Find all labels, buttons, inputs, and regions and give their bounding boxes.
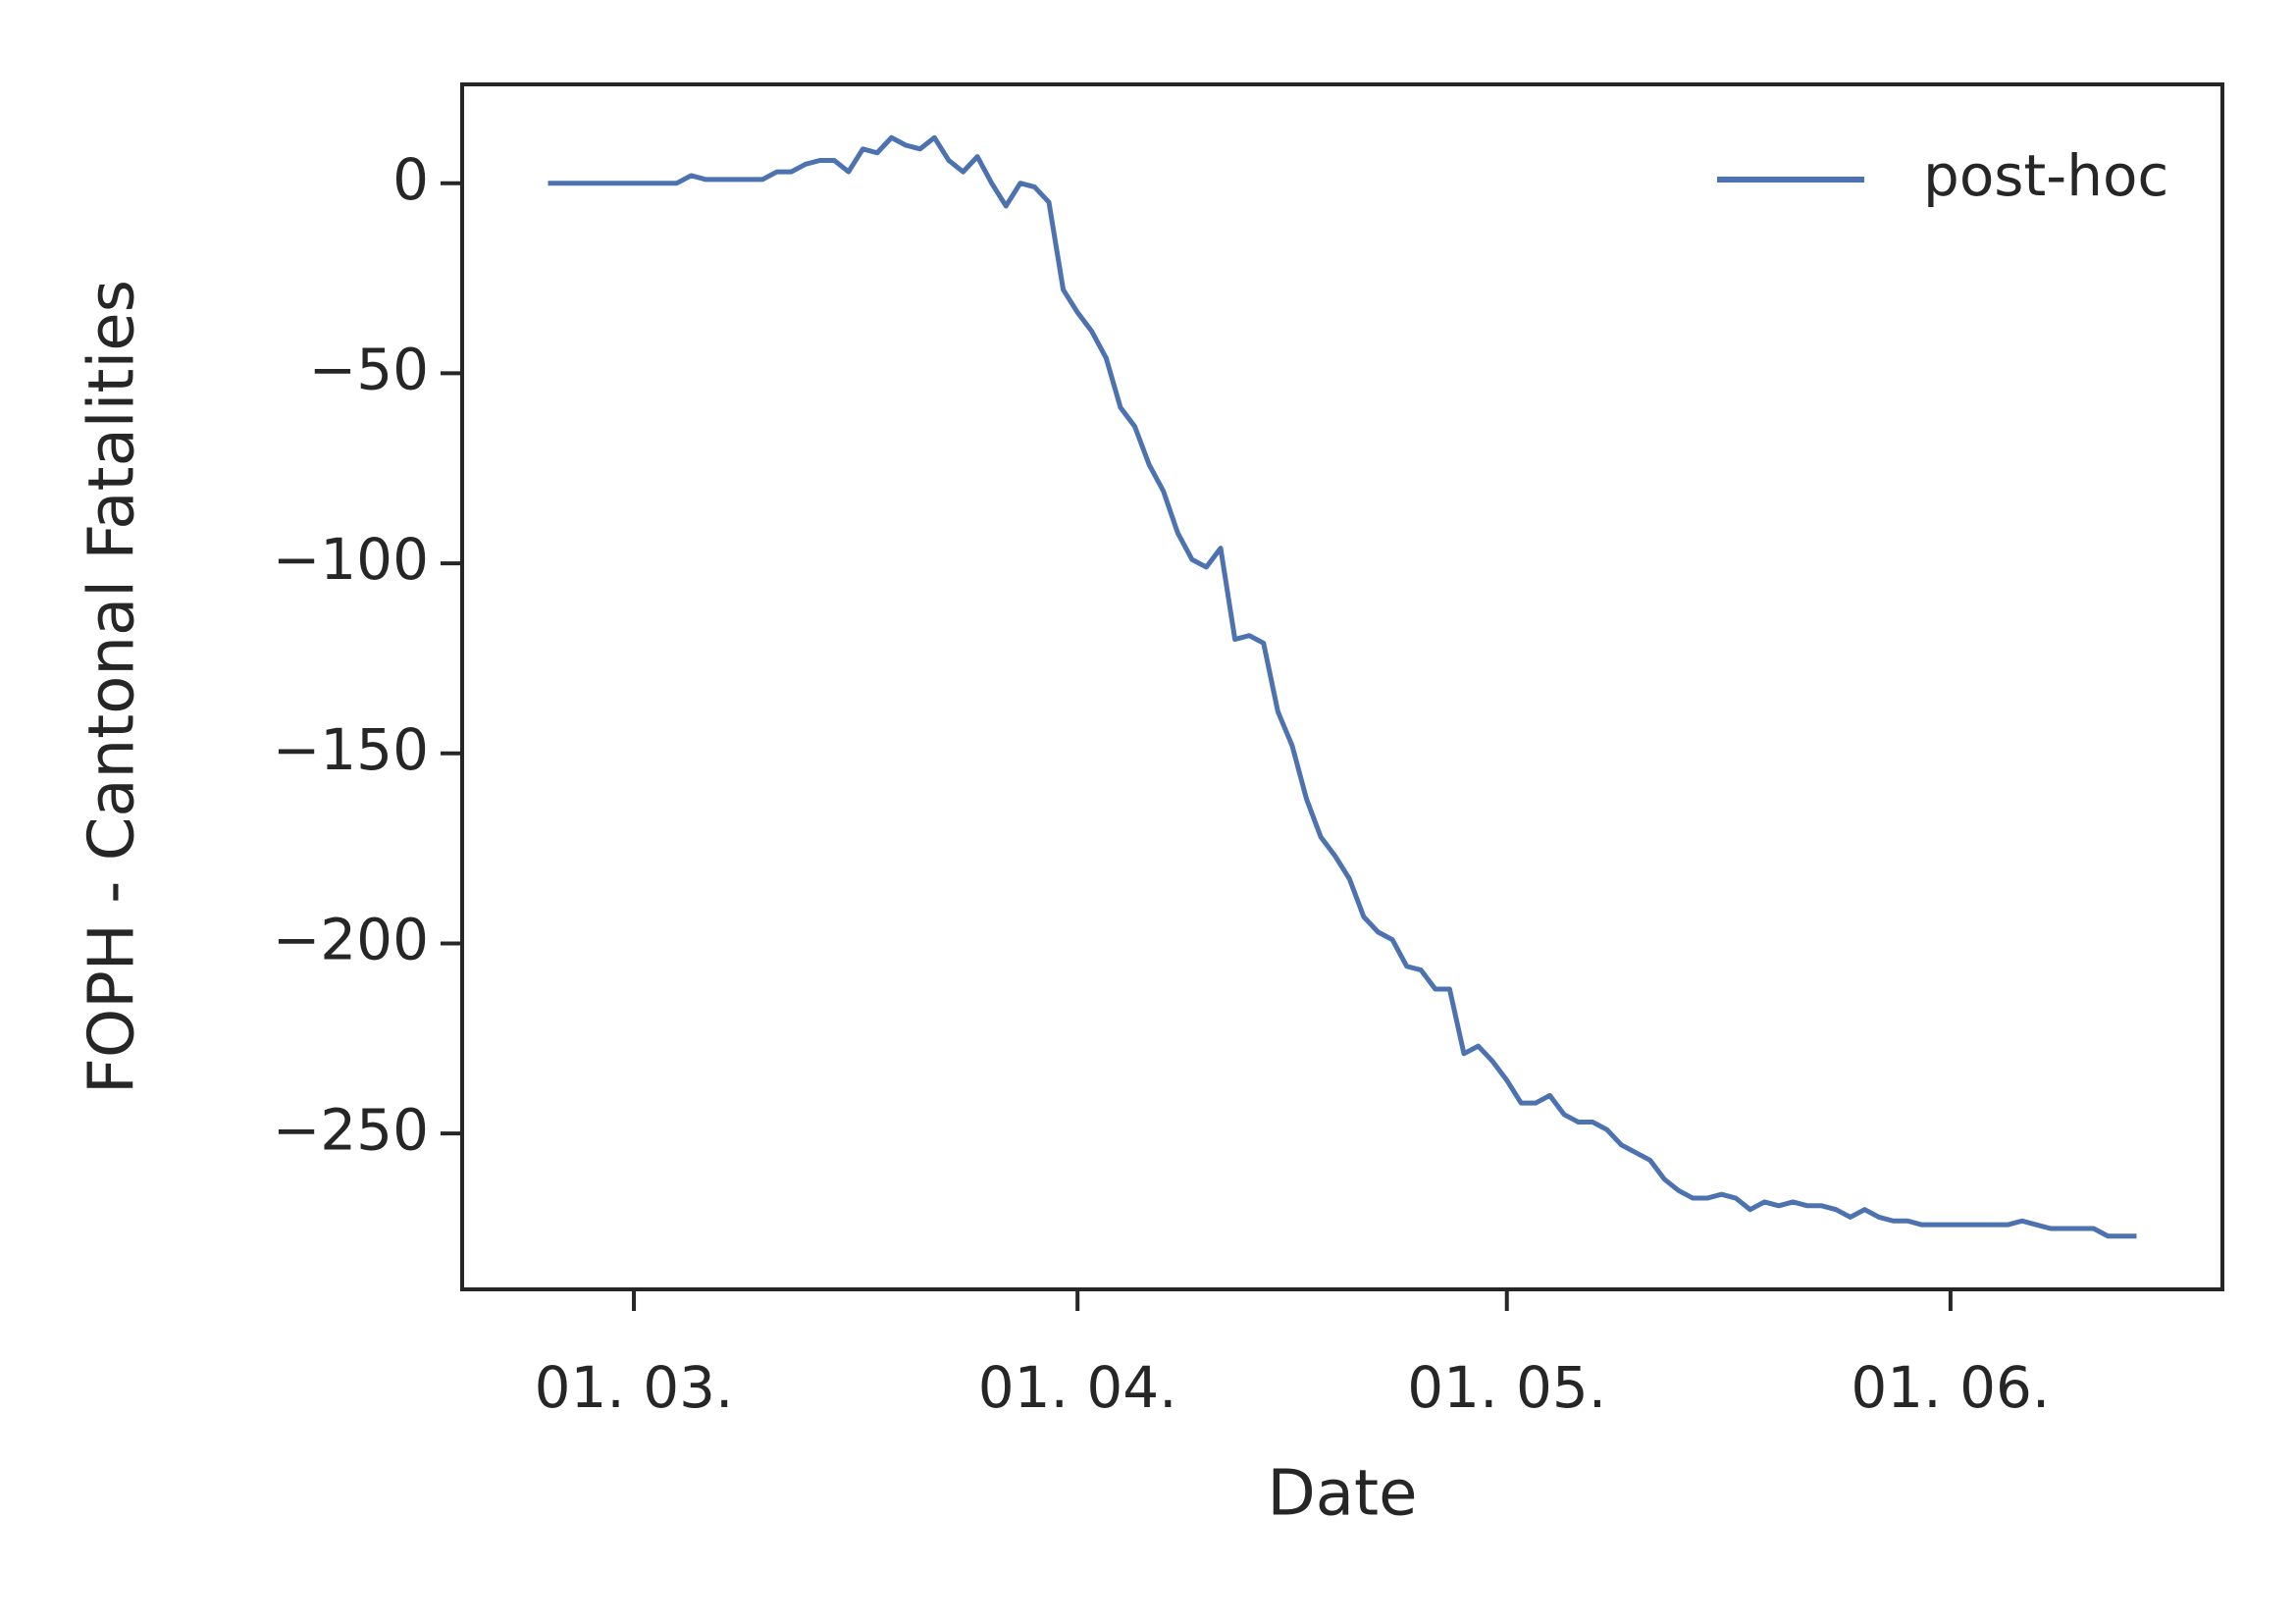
y-tick-label: −250 xyxy=(273,1096,429,1163)
plot-frame xyxy=(460,82,2224,1291)
x-tick-label: 01. 03. xyxy=(535,1354,734,1421)
y-axis-label: FOPH - Cantonal Fatalities xyxy=(77,280,149,1094)
y-tick-label: −50 xyxy=(309,337,429,403)
x-tick-label: 01. 04. xyxy=(978,1354,1177,1421)
x-tick-label: 01. 06. xyxy=(1851,1354,2050,1421)
x-tick-label: 01. 05. xyxy=(1407,1354,1606,1421)
y-tick-label: −200 xyxy=(273,907,429,973)
line xyxy=(548,134,2137,1239)
legend-label: post-hoc xyxy=(1923,142,2168,209)
x-axis-label: Date xyxy=(1268,1458,1418,1531)
y-tick-label: −150 xyxy=(273,716,429,783)
y-tick-label: −100 xyxy=(273,526,429,593)
y-tick-label: 0 xyxy=(392,146,429,213)
